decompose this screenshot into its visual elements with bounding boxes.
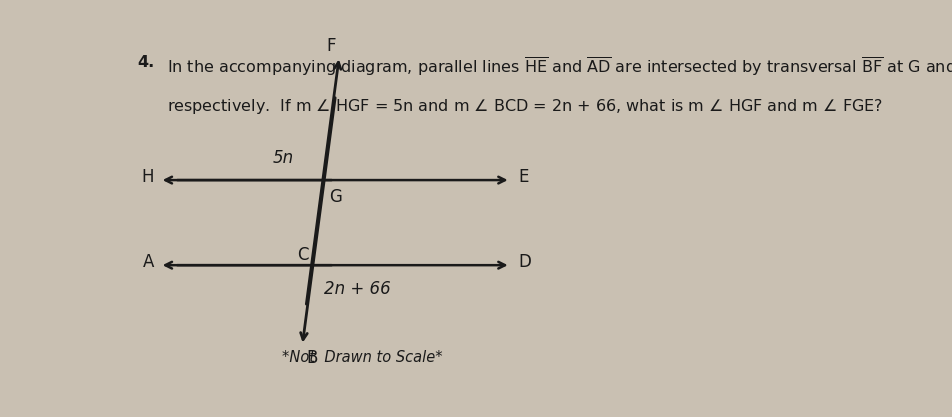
Text: 4.: 4. (137, 55, 154, 70)
Text: G: G (329, 188, 342, 206)
Text: *Not  Drawn to Scale*: *Not Drawn to Scale* (282, 350, 442, 365)
Text: 5n: 5n (272, 149, 293, 167)
Text: A: A (142, 253, 153, 271)
Text: H: H (141, 168, 153, 186)
Text: D: D (517, 253, 530, 271)
Text: B: B (306, 349, 317, 367)
Text: In the accompanying diagram, parallel lines $\overline{\rm HE}$ and $\overline{\: In the accompanying diagram, parallel li… (167, 55, 952, 78)
Text: E: E (517, 168, 527, 186)
Text: 2n + 66: 2n + 66 (324, 280, 390, 298)
Text: C: C (297, 246, 308, 264)
Text: F: F (326, 37, 335, 55)
Text: respectively.  If m $\angle$ HGF = 5n and m $\angle$ BCD = 2n + 66, what is m $\: respectively. If m $\angle$ HGF = 5n and… (167, 97, 883, 116)
